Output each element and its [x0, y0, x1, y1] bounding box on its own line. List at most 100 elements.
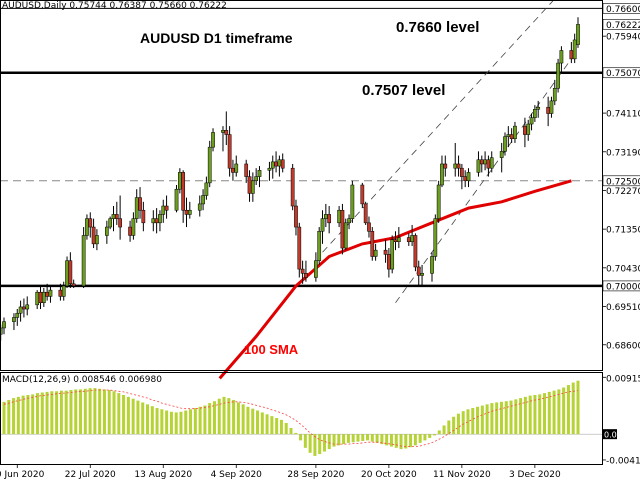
- macd-bar: [141, 402, 145, 435]
- y-tick-label: 0.70430: [606, 264, 640, 274]
- candle-body: [41, 291, 46, 303]
- candle-body: [177, 172, 182, 190]
- candle-body: [280, 159, 285, 169]
- candle-body: [274, 161, 278, 167]
- candle-body: [61, 285, 66, 297]
- candle-body: [221, 130, 225, 133]
- macd-bar: [562, 387, 566, 435]
- y-tick-label: 0.76600: [606, 5, 640, 15]
- macd-bar: [74, 389, 78, 435]
- candle-body: [227, 134, 232, 169]
- y-tick-label: 0.75940: [606, 33, 640, 43]
- candle-body: [483, 159, 487, 165]
- macd-bar: [2, 401, 6, 435]
- macd-bar: [461, 411, 465, 435]
- candle-body: [105, 226, 109, 236]
- trend-channel: [322, 0, 572, 303]
- y-tick-box: [602, 280, 640, 292]
- macd-bar: [136, 400, 140, 435]
- macd-bar: [55, 391, 59, 435]
- candle-body: [164, 205, 169, 211]
- candle-body: [141, 209, 146, 224]
- macd-bar: [533, 395, 537, 435]
- macd-bar: [308, 434, 312, 453]
- candle-body: [304, 273, 308, 278]
- macd-bar: [217, 398, 221, 435]
- macd-bar: [236, 402, 240, 435]
- macd-bar: [102, 389, 106, 435]
- candle-body: [383, 249, 388, 255]
- candle-body: [343, 222, 348, 249]
- macd-bar: [375, 434, 379, 443]
- macd-bar: [342, 434, 346, 445]
- macd-bar: [428, 434, 432, 438]
- candle-body: [466, 172, 471, 182]
- macd-bar: [394, 434, 398, 448]
- macd-bar: [322, 434, 326, 452]
- candle-body: [108, 218, 113, 228]
- candle-body: [370, 231, 375, 257]
- candle-body: [158, 214, 162, 224]
- candle-body: [35, 291, 40, 306]
- y-tick-label: 0.70000: [606, 282, 640, 292]
- macd-bar: [64, 390, 68, 435]
- candle-body: [68, 260, 73, 285]
- macd-bar: [126, 396, 130, 435]
- candle-body: [529, 117, 534, 125]
- macd-header: MACD(12,26,9) 0.008546 0.006980: [2, 375, 162, 385]
- candle-body: [2, 321, 6, 329]
- y-tick-label: 0.72270: [606, 187, 640, 197]
- candle-body: [440, 163, 444, 186]
- candle-body: [314, 260, 318, 278]
- macd-bar: [260, 412, 264, 435]
- price-frame: [0, 0, 603, 371]
- macd-bar: [499, 401, 503, 435]
- macd-bar: [165, 410, 169, 435]
- macd-bar: [447, 420, 451, 435]
- candle-body: [576, 24, 580, 45]
- macd-bar: [519, 398, 523, 435]
- candle-body: [244, 163, 249, 177]
- chart-header: AUDUSD,Daily 0.75744 0.76387 0.75660 0.7…: [2, 1, 227, 11]
- macd-bar: [543, 393, 547, 435]
- candle-body: [337, 209, 341, 224]
- candle-body: [154, 218, 159, 224]
- macd-bar: [480, 405, 484, 435]
- macd-bar: [83, 388, 87, 435]
- candle-body: [499, 151, 504, 158]
- macd-bar: [246, 406, 250, 435]
- y-tick-label: 0.72500: [606, 177, 640, 187]
- y-tick-box: [602, 19, 640, 30]
- macd-bar: [571, 382, 575, 435]
- macd-bar: [88, 388, 92, 435]
- macd-bar: [241, 404, 245, 435]
- macd-bar: [222, 396, 226, 435]
- macd-bar: [399, 434, 403, 450]
- candle-body: [270, 161, 275, 169]
- candle-body: [506, 134, 511, 137]
- macd-bar: [361, 434, 365, 441]
- candle-body: [45, 291, 49, 297]
- candle-body: [556, 62, 560, 89]
- macd-bar: [160, 409, 164, 435]
- macd-bar: [117, 393, 121, 435]
- candle-body: [430, 256, 434, 274]
- macd-bar: [566, 385, 570, 435]
- macd-bar: [337, 434, 341, 446]
- macd-bar: [26, 395, 30, 435]
- macd-bar: [31, 394, 35, 435]
- candle-body: [22, 306, 26, 310]
- candle-body: [187, 209, 192, 215]
- x-tick-label: 22 Jul 2020: [65, 470, 116, 480]
- candle-body: [317, 231, 322, 261]
- macd-bar: [169, 411, 173, 435]
- candle-body: [91, 226, 96, 245]
- macd-bar: [294, 432, 298, 435]
- macd-bar: [12, 398, 16, 435]
- candle-body: [463, 176, 468, 182]
- x-tick-label: 20 Oct 2020: [361, 470, 417, 480]
- macd-bar: [442, 425, 446, 435]
- macd-bar: [98, 388, 102, 435]
- macd-bar: [495, 402, 499, 435]
- macd-bar: [69, 390, 73, 435]
